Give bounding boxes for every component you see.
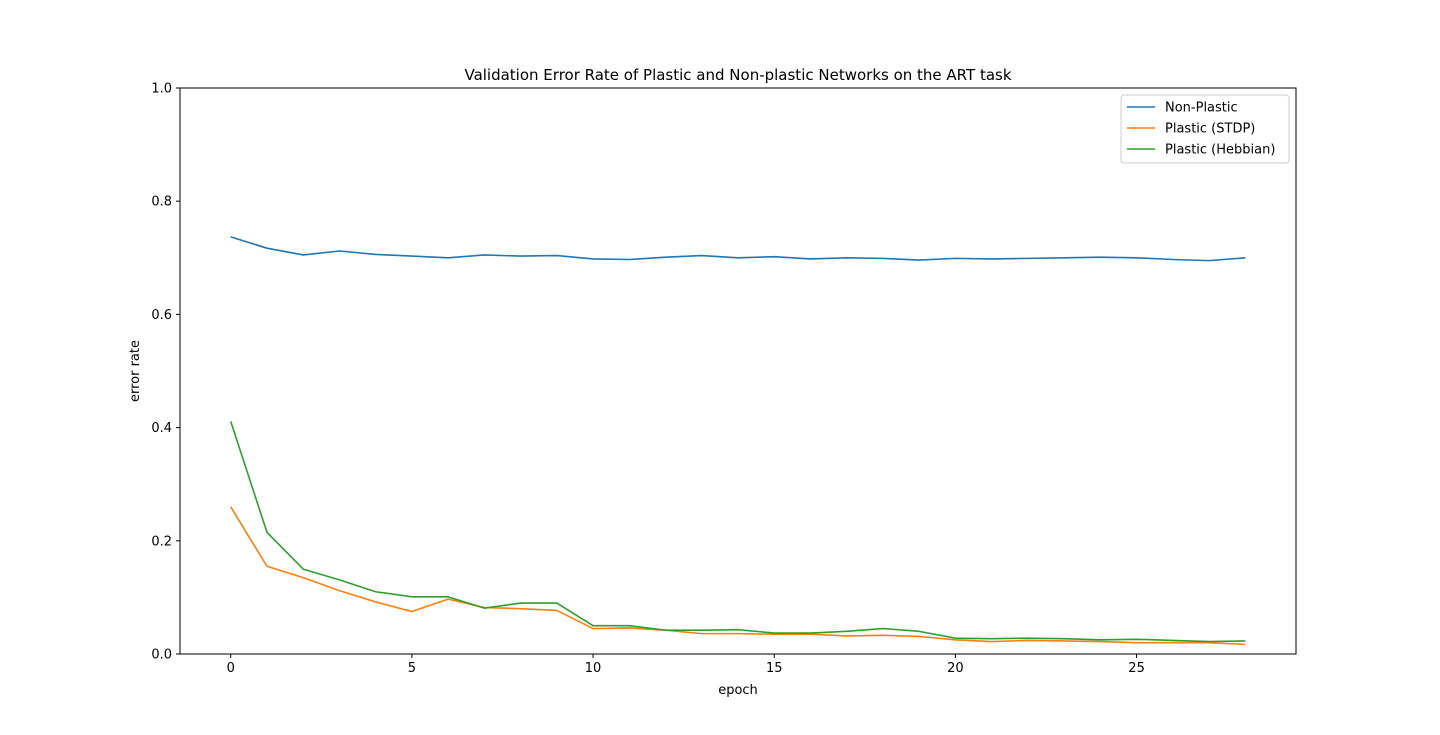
legend-label-0: Non-Plastic: [1165, 101, 1238, 116]
y-tick-label-5: 1.0: [151, 82, 172, 97]
y-tick-label-1: 0.2: [151, 534, 172, 549]
x-tick-label-5: 25: [1128, 661, 1145, 676]
y-tick-label-2: 0.4: [151, 421, 172, 436]
chart-title: Validation Error Rate of Plastic and Non…: [464, 66, 1011, 84]
series-line-1: [230, 506, 1246, 646]
x-tick-label-4: 20: [947, 661, 964, 676]
series-line-0: [230, 236, 1246, 262]
y-axis-label: error rate: [128, 340, 143, 402]
y-tick-label-3: 0.6: [151, 308, 172, 323]
x-tick-label-0: 0: [227, 661, 235, 676]
plot-area: 0 5 10 15 20 25 0.0 0.2 0.4 0.6 0.8 1.0 Non-Plastic P…: [151, 82, 1297, 676]
y-tick-label-0: 0.0: [151, 648, 172, 663]
y-tick-label-4: 0.8: [151, 195, 172, 210]
x-axis-label: epoch: [718, 683, 758, 698]
legend-label-2: Plastic (Hebbian): [1165, 143, 1275, 158]
legend-box: [1120, 94, 1290, 164]
x-tick-label-2: 10: [585, 661, 602, 676]
x-tick-label-1: 5: [408, 661, 416, 676]
x-tick-label-3: 15: [766, 661, 783, 676]
axes-frame: [179, 87, 1297, 655]
series-line-2: [229, 421, 1246, 643]
legend-label-1: Plastic (STDP): [1165, 122, 1255, 137]
